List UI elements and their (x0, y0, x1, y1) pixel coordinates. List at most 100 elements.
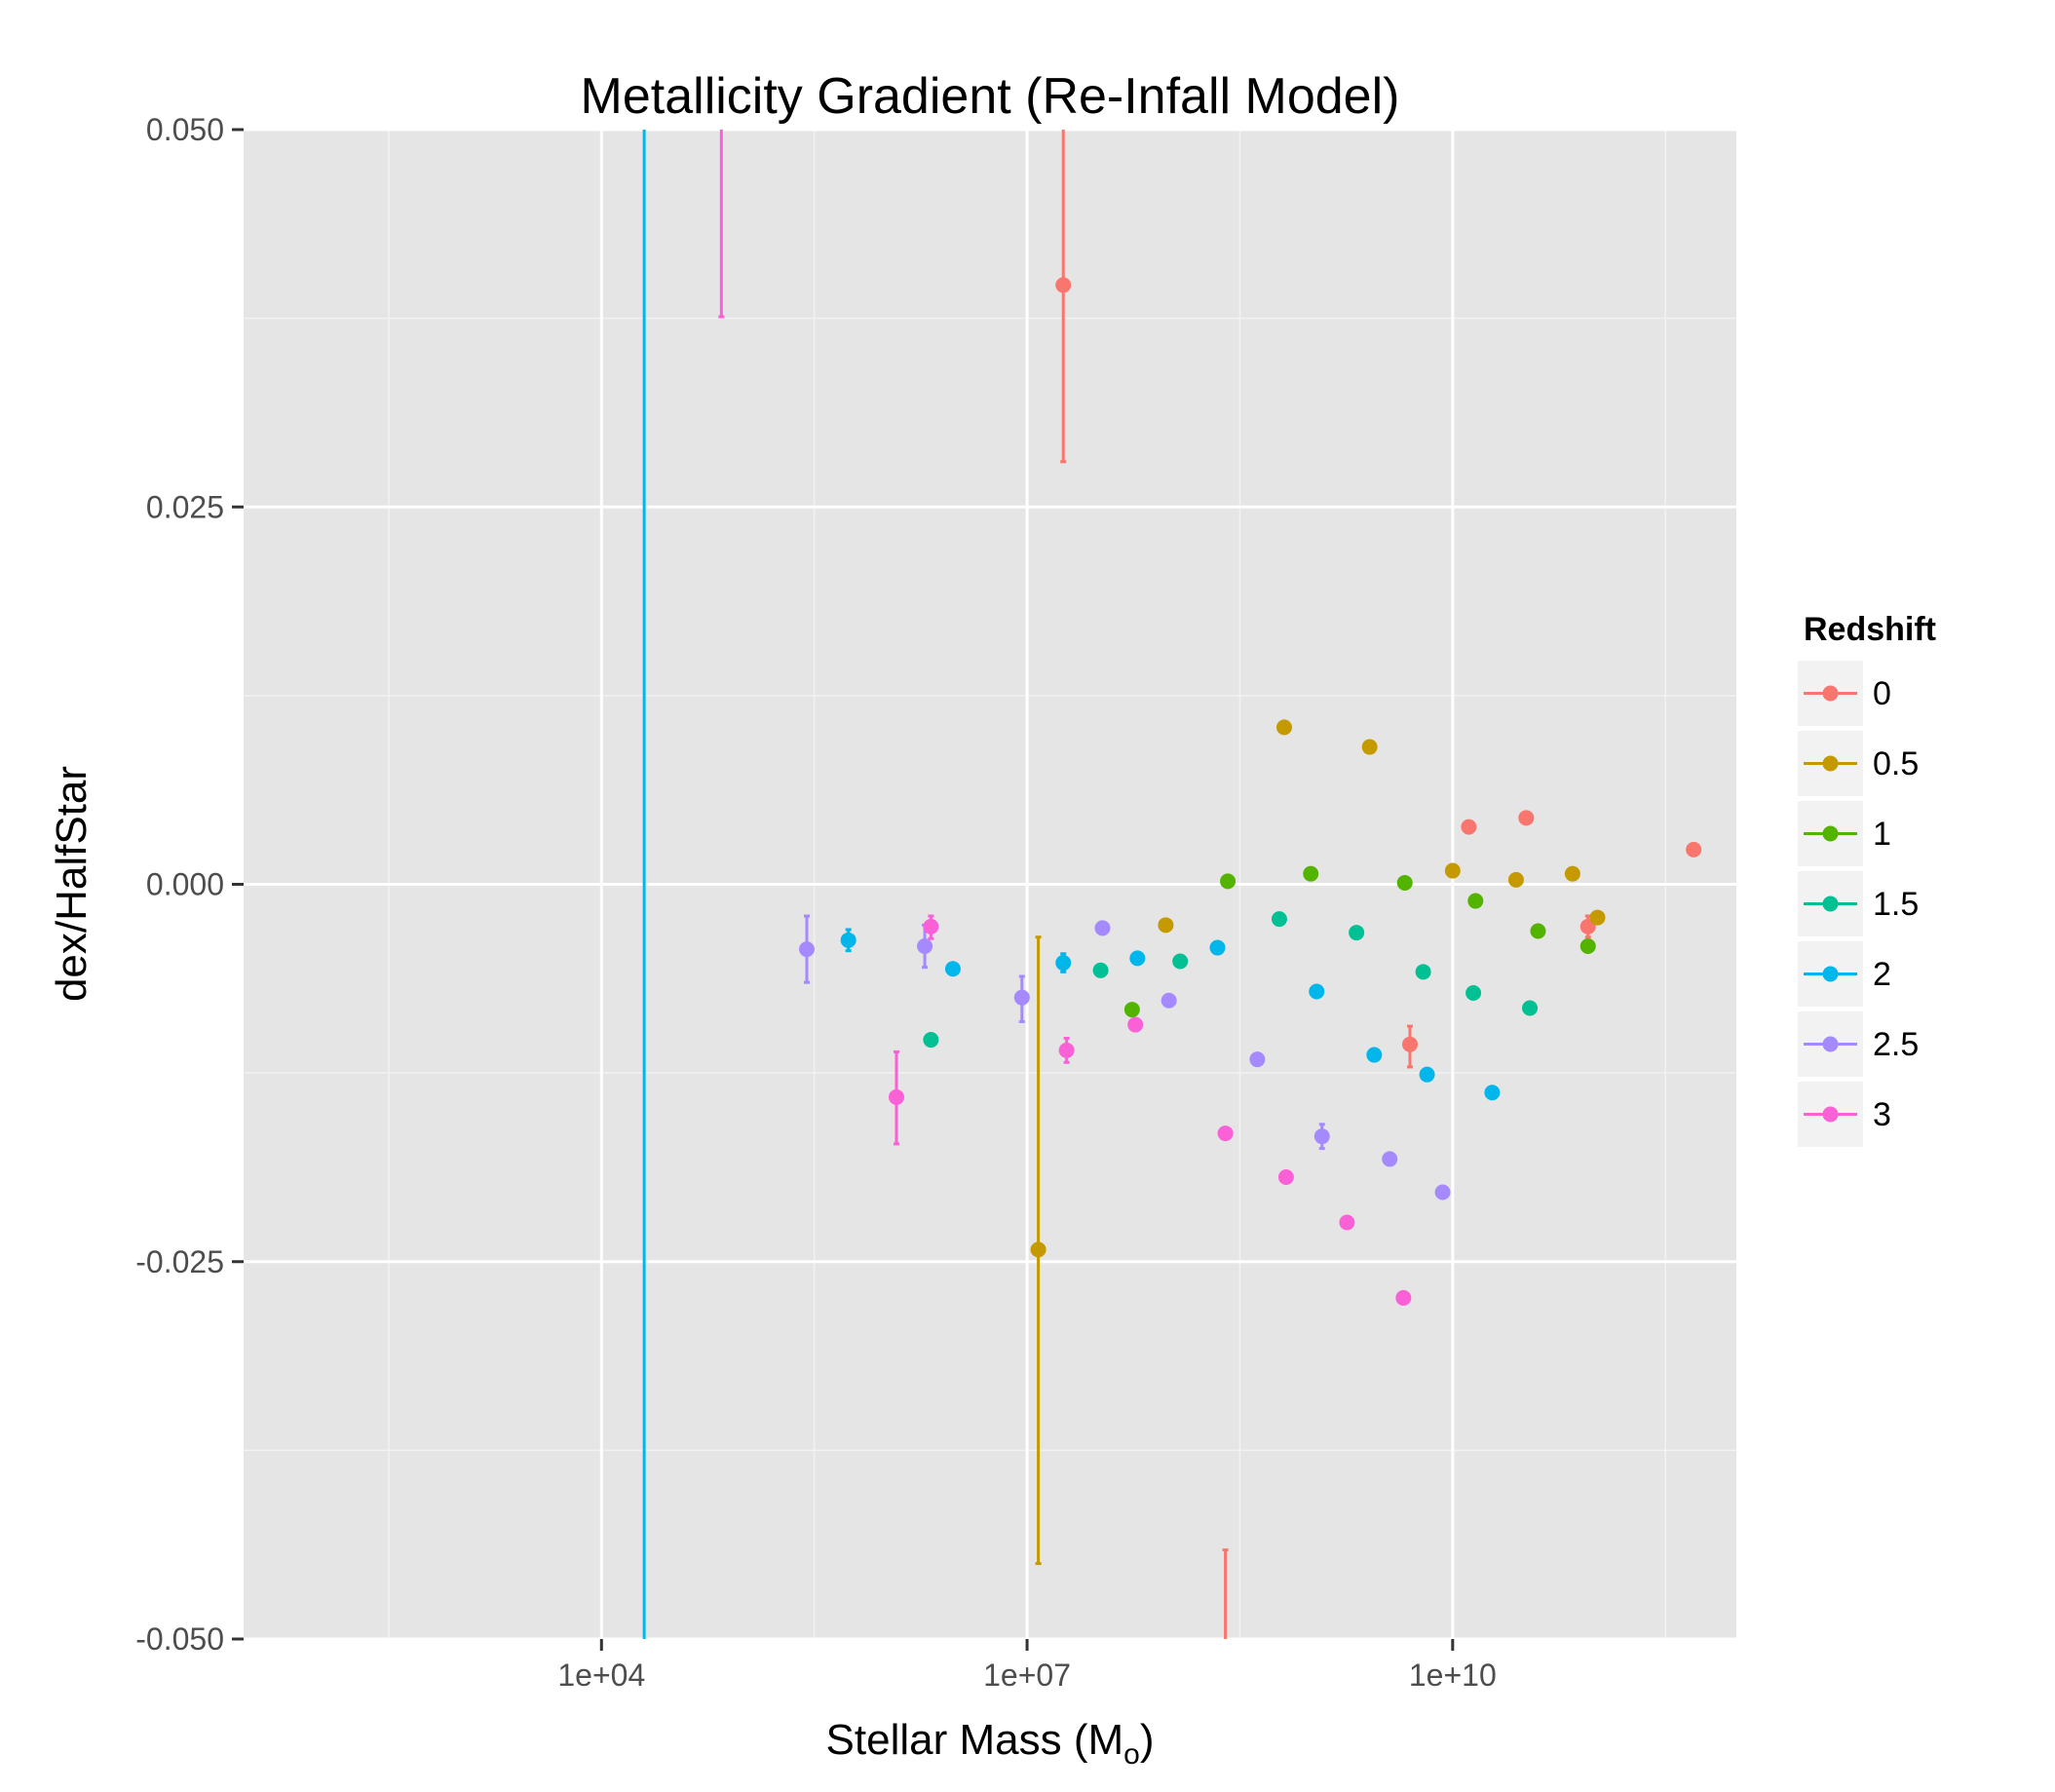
y-tick-label: 0.000 (146, 867, 224, 902)
data-point (1564, 865, 1580, 882)
data-point (1055, 955, 1072, 972)
y-tick-label: 0.025 (146, 489, 224, 524)
data-point (944, 961, 961, 977)
legend-key-point (1822, 755, 1839, 772)
series-2.5 (798, 914, 1451, 1201)
legend-key-point (1822, 685, 1839, 702)
data-point (1686, 841, 1702, 858)
data-point (1339, 1214, 1355, 1231)
legend-key-point (1822, 825, 1839, 842)
data-point (1275, 719, 1292, 736)
legend-title: Redshift (1804, 611, 1936, 648)
data-point (1507, 871, 1524, 888)
data-point (1366, 1047, 1383, 1063)
legend-label: 1.5 (1873, 886, 1919, 923)
data-point (1013, 989, 1030, 1006)
data-point (1309, 983, 1325, 1000)
chart-title: Metallicity Gradient (Re-Infall Model) (581, 68, 1400, 125)
data-point (1209, 939, 1226, 956)
series-3 (718, 130, 1412, 1306)
data-point (889, 1088, 905, 1105)
data-point (1467, 893, 1484, 909)
series-0 (1055, 130, 1702, 1639)
legend-item-2: 2 (1796, 939, 1891, 1009)
x-axis-label-subscript: o (1123, 1738, 1140, 1771)
series-1.5 (923, 911, 1539, 1049)
data-point (1401, 1036, 1418, 1052)
data-point (1461, 819, 1477, 835)
data-point (1249, 1051, 1266, 1068)
data-point (798, 941, 815, 958)
legend-label: 2 (1873, 956, 1891, 993)
y-tick-label: -0.050 (135, 1621, 224, 1657)
y-tick-label: -0.025 (135, 1244, 224, 1279)
data-point (1313, 1128, 1330, 1145)
data-point (1395, 1289, 1412, 1306)
legend-key-point (1822, 1106, 1839, 1123)
series-2 (642, 130, 1501, 1639)
data-point (1349, 925, 1365, 941)
series-0.5 (1030, 719, 1606, 1566)
y-axis-label: dex/HalfStar (48, 766, 95, 1002)
data-point (1055, 277, 1072, 293)
series-1 (1123, 865, 1596, 1018)
legend-key-point (1822, 1036, 1839, 1052)
legend-item-3: 3 (1796, 1080, 1891, 1149)
legend-label: 2.5 (1873, 1026, 1919, 1063)
legend-label: 0.5 (1873, 745, 1919, 782)
data-point (1434, 1184, 1451, 1201)
legend-label: 0 (1873, 675, 1891, 712)
data-point (1158, 917, 1174, 934)
data-point (1123, 1002, 1140, 1018)
data-point (1444, 862, 1461, 879)
data-point (1518, 810, 1535, 826)
data-point (1058, 1042, 1075, 1058)
legend-item-1.5: 1.5 (1796, 869, 1919, 938)
grid-major (244, 128, 1736, 1641)
legend-key-point (1822, 966, 1839, 982)
data-point (1161, 992, 1177, 1009)
data-point (1419, 1066, 1435, 1083)
legend-item-2.5: 2.5 (1796, 1010, 1919, 1079)
y-tick-label: 0.050 (146, 112, 224, 147)
data-point (1303, 865, 1319, 882)
legend-key-point (1822, 896, 1839, 912)
data-point (1396, 874, 1413, 891)
x-tick-label: 1e+10 (1409, 1658, 1497, 1693)
legend-label: 3 (1873, 1096, 1891, 1133)
data-point (1277, 1169, 1294, 1186)
data-point (1129, 950, 1146, 967)
data-point (840, 932, 856, 948)
x-tick-label: 1e+07 (983, 1658, 1071, 1693)
series-layer (642, 130, 1702, 1639)
x-axis-label-main: Stellar Mass (M (826, 1716, 1124, 1764)
data-point (1415, 964, 1431, 980)
data-point (1217, 1125, 1234, 1142)
data-point (1579, 938, 1596, 955)
data-point (1361, 739, 1378, 755)
data-point (1484, 1085, 1501, 1101)
data-point (923, 918, 939, 934)
data-point (1382, 1151, 1398, 1167)
x-axis-label: Stellar Mass (Mo) (826, 1716, 1155, 1771)
data-point (1127, 1016, 1144, 1033)
data-point (1030, 1241, 1047, 1258)
x-tick-label: 1e+04 (557, 1658, 645, 1693)
data-point (1271, 911, 1287, 928)
legend-items: 0 0.5 1 1.5 2 2.5 3 (1796, 659, 1919, 1149)
data-point (1220, 873, 1237, 890)
legend-item-0.5: 0.5 (1796, 729, 1919, 798)
legend-item-1: 1 (1796, 799, 1891, 868)
data-point (1589, 909, 1606, 926)
legend: Redshift 0 0.5 1 1.5 2 2.5 3 (1796, 611, 1936, 1149)
data-point (1092, 962, 1109, 978)
x-axis-label-close: ) (1140, 1716, 1155, 1764)
data-point (1522, 1000, 1539, 1016)
data-point (923, 1032, 939, 1049)
data-point (1465, 985, 1482, 1002)
legend-item-0: 0 (1796, 659, 1891, 728)
data-point (1094, 920, 1111, 936)
data-point (917, 938, 933, 955)
legend-label: 1 (1873, 816, 1891, 853)
